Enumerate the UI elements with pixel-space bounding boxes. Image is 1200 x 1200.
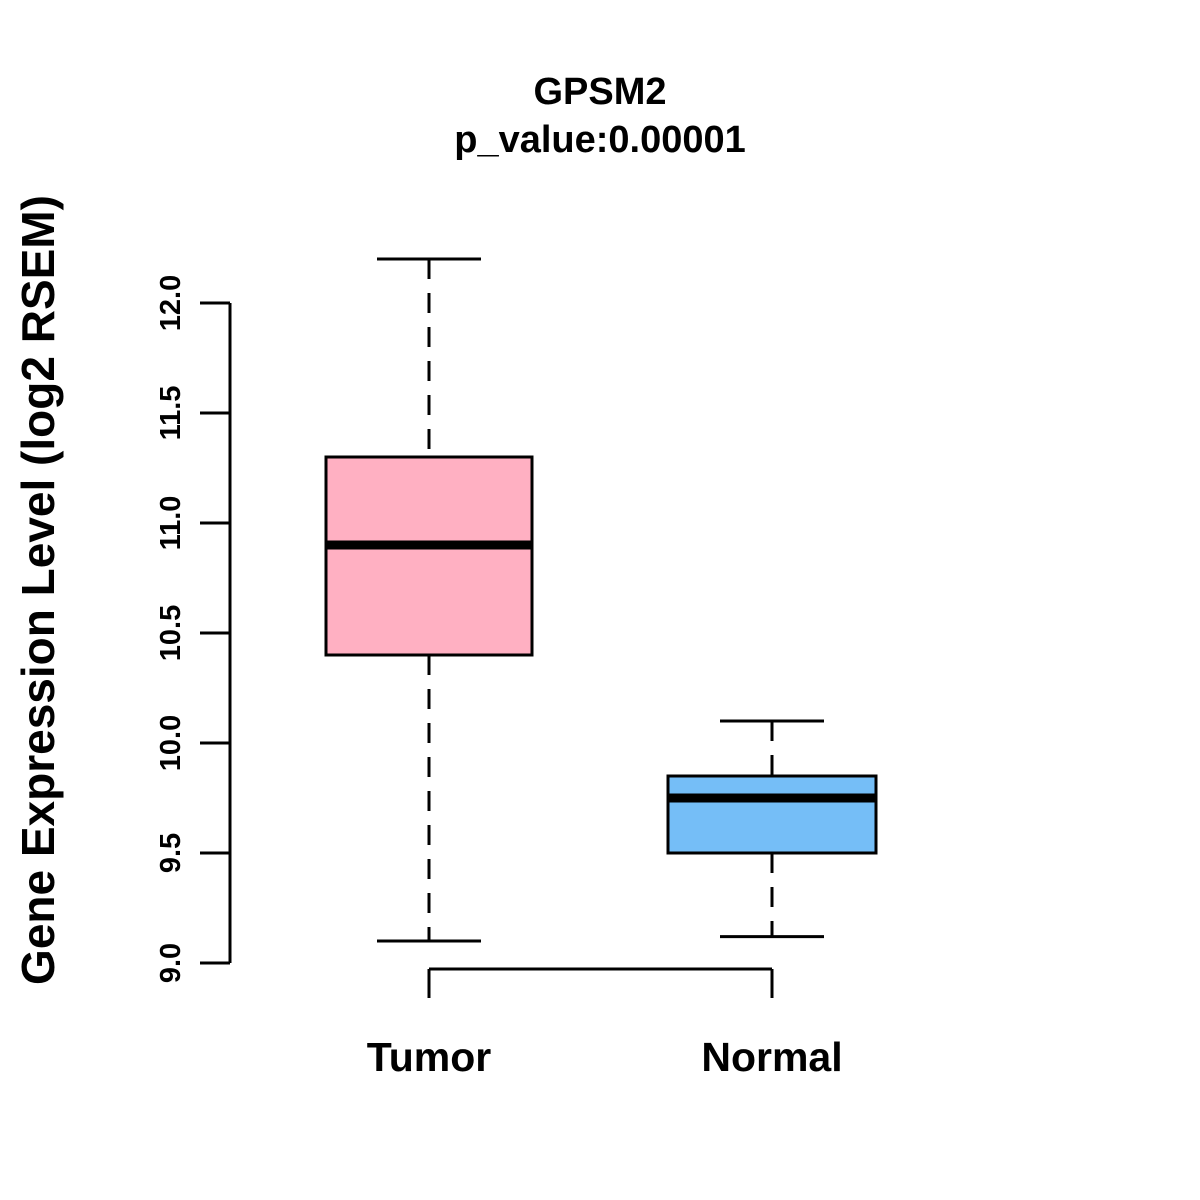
y-axis-tick-label: 9.5 [155,833,187,873]
x-axis-label-normal: Normal [701,1034,842,1080]
box-tumor [324,455,534,657]
y-axis-tick-label: 11.5 [155,386,187,441]
y-axis-tick-label: 11.0 [155,496,187,551]
y-axis-tick-label: 12.0 [155,275,187,331]
chart-title: GPSM2 p_value:0.00001 [0,68,1200,164]
box-normal [666,774,878,855]
x-axis-label-tumor: Tumor [367,1034,492,1080]
chart-title-gene: GPSM2 [533,71,667,113]
y-axis-tick-label: 10.5 [155,605,187,661]
chart-title-pvalue: p_value:0.00001 [454,119,746,161]
y-axis-tick-label: 10.0 [155,715,187,771]
y-axis-tick-label: 9.0 [155,943,187,983]
